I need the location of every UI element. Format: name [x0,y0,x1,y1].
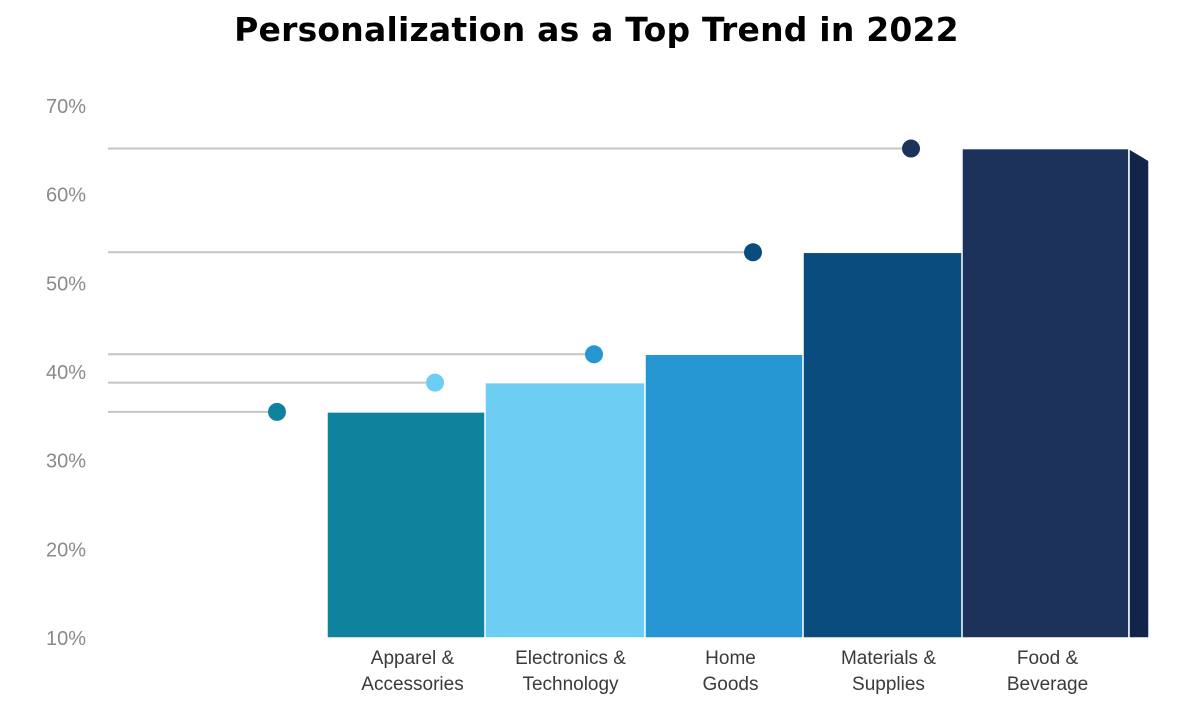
x-tick-label: Accessories [361,674,463,695]
y-tick-label: 50% [46,273,86,295]
x-tick-label: Supplies [852,674,925,695]
leader-lines [108,147,911,413]
y-tick-label: 30% [46,451,86,473]
value-dot [426,373,444,392]
y-tick-label: 20% [46,539,86,561]
bars [326,147,1150,639]
x-tick-label: Electronics & [515,648,626,669]
chart-title: Personalization as a Top Trend in 2022 [234,10,959,49]
bar [961,147,1150,639]
x-tick-label: Goods [703,674,759,695]
x-tick-label: Food & [1017,648,1079,669]
x-tick-label: Beverage [1007,674,1088,695]
x-tick-label: Materials & [841,648,936,669]
bar-front [961,147,1130,639]
x-tick-label: Home [705,648,756,669]
value-dots [268,139,920,421]
bar-side [1128,147,1150,639]
bar-front [802,251,971,639]
y-tick-label: 10% [46,628,86,650]
value-dot [744,243,762,262]
y-tick-label: 70% [46,96,86,118]
x-axis-labels: Apparel & Accessories Electronics & Technol… [361,648,1088,695]
bar-front [484,381,653,639]
x-tick-label: Apparel & [371,648,455,669]
bar-front [326,411,495,639]
value-dot [268,402,286,421]
y-tick-label: 60% [46,185,86,207]
y-axis-ticks: 10% 20% 30% 40% 50% 60% 70% [46,96,86,650]
value-dot [902,139,920,158]
y-tick-label: 40% [46,362,86,384]
bar-front [644,353,813,639]
value-dot [585,345,603,364]
bar [484,381,673,639]
x-tick-label: Technology [522,674,619,695]
